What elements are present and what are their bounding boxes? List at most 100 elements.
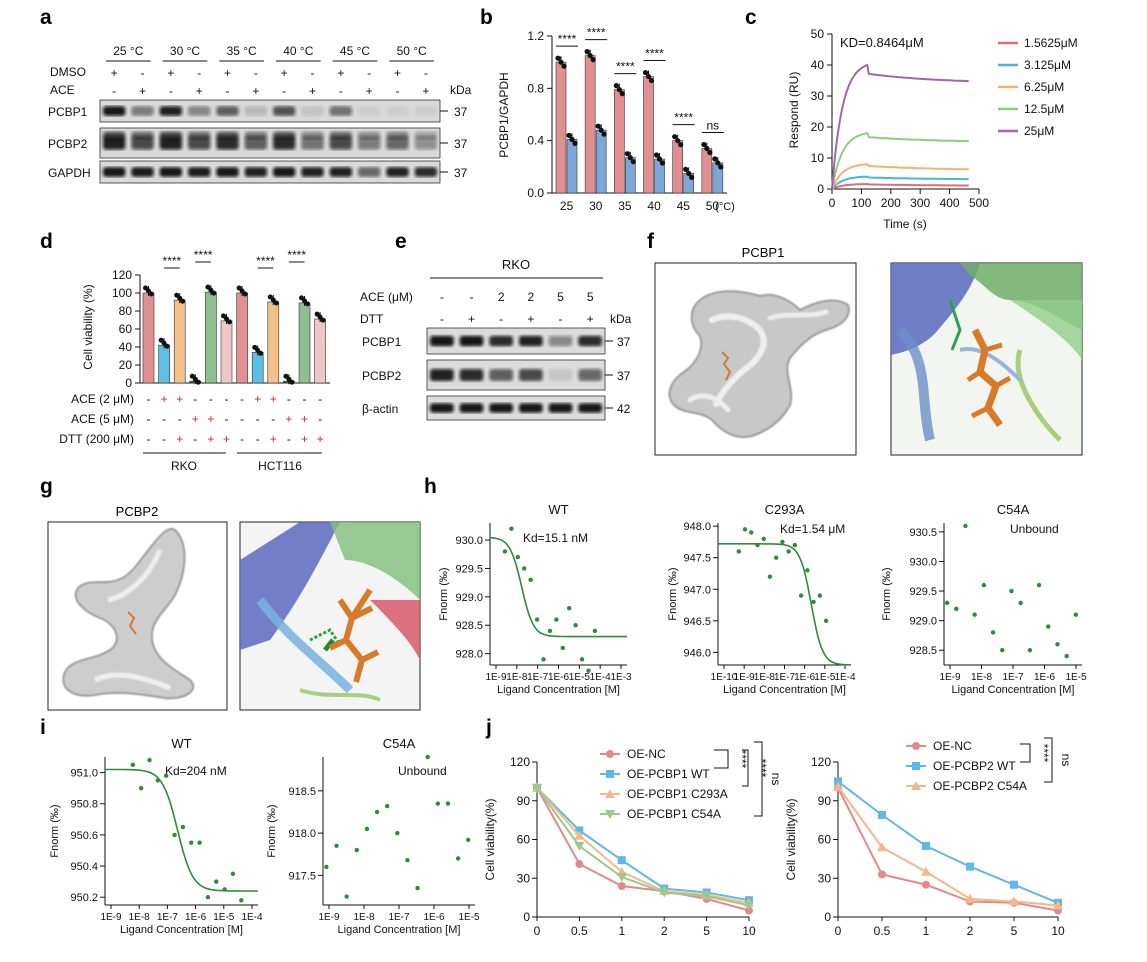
fit-curve	[489, 536, 627, 638]
sensorgram-line	[831, 63, 969, 190]
mst-point	[522, 566, 527, 571]
y-tick-label: 120	[811, 755, 831, 769]
blot-band	[244, 136, 267, 150]
blot-band	[386, 136, 409, 150]
temperature-label: 35 °C	[227, 44, 257, 58]
blot-band	[548, 335, 573, 347]
marker-square	[966, 862, 974, 871]
panel-letter-b: b	[480, 6, 493, 29]
x-tick-label: 1E-4	[241, 912, 263, 923]
blot-band	[244, 106, 267, 116]
blot-band	[386, 167, 409, 177]
y-tick-label: 0	[523, 910, 530, 924]
mst-point	[445, 801, 451, 806]
dtt-mark: -	[147, 432, 151, 446]
mst-point	[130, 762, 136, 767]
x-tick-label: 5	[703, 924, 710, 938]
y-tick-label: 918.5	[288, 786, 316, 798]
viability-bar	[205, 291, 217, 384]
blot-band	[430, 403, 454, 413]
unbound-annotation: Unbound	[398, 764, 447, 778]
kda-value: 37	[454, 137, 468, 151]
blot-band-upper	[103, 131, 126, 140]
y-tick-label: 928.0	[455, 649, 483, 661]
panel-letter-h: h	[424, 475, 437, 498]
mst-point	[773, 555, 779, 560]
panel-letter-d: d	[40, 230, 53, 253]
dtt-mark: -	[559, 312, 563, 326]
pcbp1-ligand-small	[721, 351, 732, 381]
row-label-dtt: DTT	[360, 312, 384, 326]
blot-band-upper	[216, 131, 239, 140]
unbound-annotation: Unbound	[1010, 522, 1059, 536]
significance-label: ****	[645, 47, 664, 61]
data-point	[704, 145, 710, 152]
y-tick-label: 0	[125, 376, 132, 390]
panel-letter-j: j	[485, 716, 492, 739]
row-label-dmso: DMSO	[50, 65, 86, 79]
data-point	[648, 77, 655, 84]
mst-point	[502, 549, 508, 554]
mst-point	[344, 894, 349, 899]
legend-label: 1.5625μM	[1024, 36, 1078, 50]
marker-square	[1010, 880, 1018, 889]
blot-frame	[426, 359, 606, 391]
legend-label: 25μM	[1024, 124, 1054, 138]
x-tick-label: 5	[1011, 924, 1018, 938]
temperature-label: 40 °C	[283, 44, 313, 58]
dtt-mark: +	[317, 432, 324, 446]
dmso-mark: +	[337, 66, 344, 80]
blot-band-upper	[159, 131, 182, 140]
dtt-mark: +	[301, 432, 308, 446]
blot-band-upper	[386, 131, 409, 140]
mst-point	[180, 824, 186, 830]
data-point	[572, 140, 578, 146]
x-tick-label: 2	[967, 924, 974, 938]
x-tick-label: 1E-7	[527, 672, 549, 683]
ace2-mark: +	[176, 392, 183, 406]
y-tick-label: 0	[824, 910, 831, 924]
mst-point	[214, 879, 219, 884]
mst-point	[805, 568, 810, 573]
x-tick-label: 1E-3	[610, 672, 632, 683]
x-tick-label: 1E-7	[774, 672, 796, 683]
significance-label: ****	[674, 111, 693, 125]
kda-label: kDa	[450, 83, 472, 97]
blot-band	[414, 167, 437, 177]
significance-label: ****	[558, 32, 577, 46]
kd-annotation: Kd=204 nM	[165, 764, 227, 778]
x-tick-label: 500	[969, 196, 989, 210]
kda-value: 37	[454, 166, 468, 180]
panel-letter-e: e	[395, 230, 407, 253]
dmso-mark: -	[367, 66, 371, 80]
data-point	[242, 291, 248, 297]
y-tick-label: 950.8	[70, 799, 98, 811]
mst-point	[147, 757, 152, 763]
blot-band	[358, 167, 381, 177]
blot-band	[489, 403, 513, 413]
x-tick-label: 1E-4	[590, 672, 612, 683]
y-tick-label: 930.0	[909, 556, 937, 568]
data-point	[627, 155, 633, 161]
mst-point	[798, 593, 804, 598]
mst-point	[749, 530, 754, 535]
blot-band	[459, 403, 484, 413]
y-tick-label: 60	[517, 833, 531, 847]
data-point	[613, 83, 619, 89]
blot-band	[329, 167, 352, 177]
legend-marker	[605, 810, 615, 819]
bar-dmso	[672, 140, 683, 194]
mst-point	[1073, 612, 1079, 617]
x-tick-label: 400	[940, 196, 960, 210]
y-tick-label: 917.5	[288, 870, 316, 882]
x-tick-label: 1E-5	[1065, 672, 1087, 683]
y-tick-label: 20	[811, 120, 825, 134]
ace5-mark: -	[225, 412, 229, 426]
x-tick-label: 0	[835, 924, 842, 938]
legend-label: 3.125μM	[1024, 58, 1071, 72]
ace5-mark: -	[147, 412, 151, 426]
blot-band	[301, 136, 324, 150]
